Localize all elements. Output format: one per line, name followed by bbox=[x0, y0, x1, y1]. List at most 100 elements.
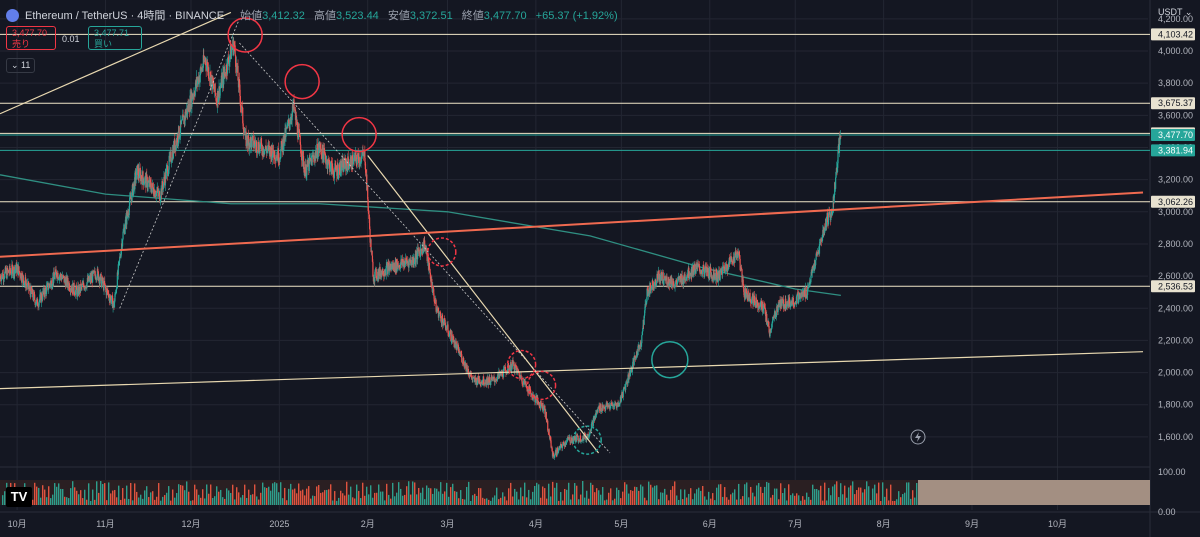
candle-body bbox=[332, 170, 334, 172]
candle-body bbox=[226, 64, 228, 74]
candle-body bbox=[431, 278, 433, 288]
candle-body bbox=[631, 368, 633, 372]
candle-body bbox=[597, 406, 599, 412]
candle-body bbox=[778, 303, 780, 308]
candle-body bbox=[361, 154, 363, 157]
candle-body bbox=[448, 334, 451, 337]
candle-body bbox=[454, 341, 457, 348]
oscillator-bar bbox=[732, 492, 734, 505]
buy-button[interactable]: 3,477.71 買い bbox=[88, 26, 142, 50]
oscillator-bar bbox=[346, 481, 348, 505]
candle-body bbox=[240, 105, 242, 108]
oscillator-bar bbox=[740, 499, 742, 505]
oscillator-bar bbox=[184, 490, 186, 505]
candle-body bbox=[242, 123, 244, 130]
candle-body bbox=[100, 274, 102, 287]
candle-body bbox=[217, 97, 220, 103]
candle-body bbox=[68, 283, 70, 290]
oscillator-bar bbox=[580, 494, 582, 505]
oscillator-bar bbox=[672, 486, 674, 505]
close-label: 終値 bbox=[461, 10, 484, 22]
currency-selector[interactable]: USDT ⌄ bbox=[1158, 7, 1193, 17]
oscillator-bar bbox=[708, 491, 710, 505]
candle-body bbox=[640, 343, 642, 347]
close-value: 3,477.70 bbox=[483, 10, 527, 22]
candle-body bbox=[38, 302, 40, 307]
oscillator-bar bbox=[856, 490, 858, 505]
candle-body bbox=[600, 403, 602, 412]
candle-body bbox=[398, 265, 401, 268]
oscillator-bar bbox=[532, 491, 534, 505]
oscillator-bar bbox=[402, 495, 404, 505]
candle-body bbox=[815, 259, 817, 266]
oscillator-bar bbox=[790, 495, 792, 505]
candle-body bbox=[349, 158, 351, 166]
candle-body bbox=[264, 148, 266, 150]
candle-body bbox=[534, 396, 536, 403]
candle-body bbox=[625, 383, 627, 390]
candle-body bbox=[18, 271, 21, 273]
oscillator-bar bbox=[360, 498, 362, 505]
candle-body bbox=[633, 356, 635, 365]
candle-body bbox=[587, 434, 589, 437]
candle-body bbox=[167, 166, 169, 177]
indicator-toggle[interactable]: ⌄ 11 bbox=[6, 58, 36, 73]
candle-body bbox=[346, 162, 348, 166]
oscillator-bar bbox=[318, 484, 320, 505]
oscillator-bar bbox=[728, 499, 730, 505]
sell-button[interactable]: 3,477.70 売り bbox=[6, 26, 56, 50]
candle-body bbox=[632, 361, 634, 369]
candle-body bbox=[716, 279, 718, 281]
candle-body bbox=[663, 279, 665, 281]
candle-body bbox=[152, 187, 155, 195]
candle-body bbox=[671, 278, 673, 285]
candle-body bbox=[288, 119, 290, 124]
oscillator-bar bbox=[682, 499, 684, 505]
candle-body bbox=[550, 440, 552, 448]
oscillator-bar bbox=[714, 500, 716, 505]
candle-body bbox=[376, 277, 378, 279]
candle-body bbox=[293, 99, 295, 110]
candle-body bbox=[370, 239, 372, 253]
candle-body bbox=[379, 266, 381, 277]
symbol-title[interactable]: Ethereum / TetherUS · 4時間 · BINANCE bbox=[25, 10, 225, 22]
candle-body bbox=[786, 304, 788, 309]
tradingview-logo-icon[interactable]: TV bbox=[6, 487, 32, 507]
candle-body bbox=[287, 122, 289, 124]
candle-body bbox=[622, 389, 624, 398]
candle-body bbox=[785, 298, 787, 309]
candle-body bbox=[685, 277, 688, 281]
candle-body bbox=[565, 442, 567, 444]
oscillator-bar bbox=[468, 481, 470, 505]
candle-body bbox=[491, 377, 493, 379]
oscillator-bar bbox=[626, 484, 628, 505]
oscillator-bar bbox=[72, 481, 74, 505]
candle-body bbox=[677, 280, 679, 282]
candle-body bbox=[695, 269, 697, 274]
oscillator-bar bbox=[500, 497, 502, 505]
candle-body bbox=[335, 165, 337, 170]
oscillator-bar bbox=[456, 491, 458, 505]
candle-body bbox=[115, 292, 117, 294]
candle-body bbox=[146, 176, 148, 189]
candle-body bbox=[61, 277, 63, 279]
candle-body bbox=[787, 305, 789, 307]
candle-body bbox=[488, 382, 490, 385]
oscillator-bar bbox=[320, 492, 322, 505]
candle-body bbox=[581, 440, 584, 441]
candle-body bbox=[306, 166, 308, 176]
candle-body bbox=[73, 292, 76, 295]
candle-body bbox=[526, 388, 528, 392]
candle-body bbox=[604, 407, 606, 409]
candle-body bbox=[653, 285, 655, 287]
candle-body bbox=[669, 279, 671, 287]
candle-body bbox=[483, 382, 486, 385]
candle-body bbox=[636, 351, 638, 356]
candle-body bbox=[159, 200, 161, 203]
candle-body bbox=[652, 280, 654, 291]
oscillator-bar bbox=[428, 487, 430, 505]
oscillator-bar bbox=[710, 498, 712, 505]
oscillator-bar bbox=[244, 484, 246, 505]
candle-body bbox=[591, 421, 593, 424]
